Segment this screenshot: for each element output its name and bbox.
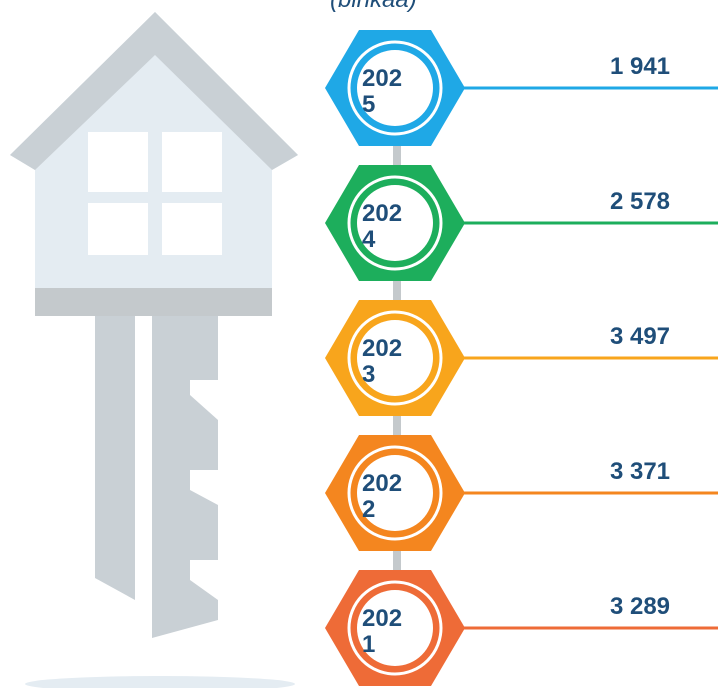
ring <box>347 445 443 541</box>
ring <box>347 310 443 406</box>
value-label: 3 371 <box>609 458 671 485</box>
disc <box>357 320 433 396</box>
value-label: 1 941 <box>609 53 671 80</box>
disc <box>357 185 433 261</box>
year-label: 2023 <box>362 335 403 388</box>
ring <box>347 175 443 271</box>
disc <box>357 590 433 666</box>
year-label: 2021 <box>362 605 403 658</box>
disc <box>357 50 433 126</box>
value-label: 3 289 <box>609 593 671 620</box>
value-label: 2 578 <box>609 188 671 215</box>
year-label: 2025 <box>362 65 403 118</box>
caption: (binkaa) <box>330 0 417 14</box>
disc <box>357 455 433 531</box>
ring <box>347 580 443 676</box>
value-label: 3 497 <box>609 323 671 350</box>
year-label: 2024 <box>362 200 403 253</box>
year-label: 2022 <box>362 470 403 523</box>
house-key <box>10 12 298 688</box>
ring <box>347 40 443 136</box>
